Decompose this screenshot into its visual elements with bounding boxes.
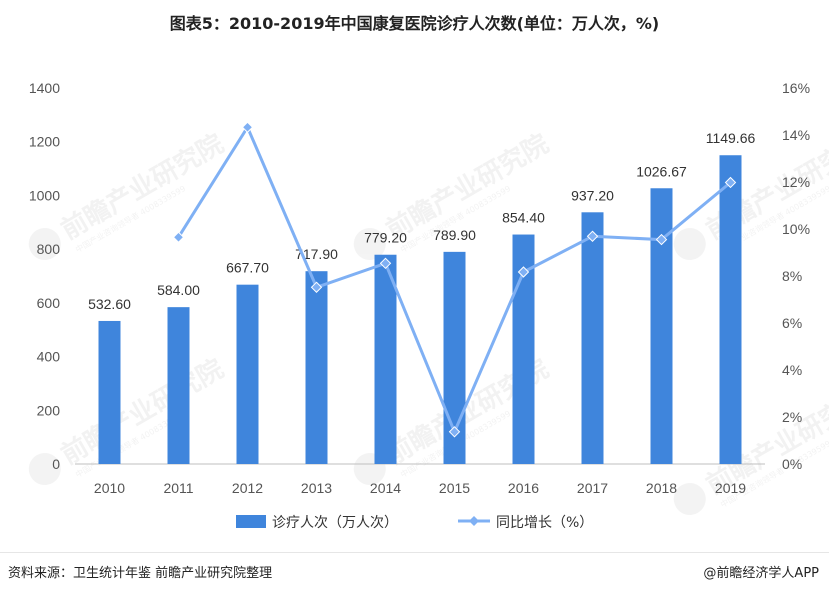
growth-point [379,257,392,270]
growth-point [724,176,737,189]
watermark-logo-icon [673,228,706,260]
bar-value-label: 532.60 [88,296,131,312]
bar [167,307,190,464]
x-tick-label: 2018 [646,480,677,496]
legend-bar-swatch [236,515,266,528]
x-tick-label: 2011 [163,480,193,496]
bar-value-label: 667.70 [226,260,269,276]
x-tick-label: 2015 [439,480,470,496]
bar-value-label: 1149.66 [706,130,756,146]
bar [443,251,466,464]
x-tick-label: 2017 [577,480,608,496]
growth-point [310,281,323,293]
watermark-text: 前瞻产业研究院 [56,128,229,246]
legend-bar-label: 诊疗人次（万人次） [272,515,398,531]
watermark-logo-icon [28,453,61,485]
y-right-tick-label: 4% [782,362,802,378]
y-left-tick-label: 1200 [29,134,60,150]
growth-point [655,233,668,246]
growth-point [448,426,461,438]
y-right-tick-label: 14% [782,127,810,143]
bar [305,271,328,464]
y-left-tick-label: 200 [37,402,61,418]
bar [650,188,673,464]
legend: 诊疗人次（万人次） 同比增长（%） [236,515,593,531]
growth-point [586,230,599,242]
x-tick-label: 2012 [232,480,263,496]
bars-layer: 532.60 584.00 667.70 717.90 779.20 789.90 854.… [88,130,755,464]
line-layer [172,121,737,438]
y-right-tick-label: 16% [782,80,810,96]
chart-title: 图表5：2010-2019年中国康复医院诊疗人次数(单位：万人次，%) [169,14,660,33]
legend-line-marker [469,516,479,526]
watermark-text: 前瞻产业研究院 [56,353,229,471]
axes-layer: 0 200 400 600 800 1000 1200 1400 0% 2% 4% 6% 8% 10% 12… [29,80,810,496]
bar-value-label: 1026.67 [636,163,687,179]
growth-point [172,231,185,243]
footer-divider [0,552,829,553]
y-left-tick-label: 1400 [29,80,60,96]
y-right-tick-label: 10% [782,221,810,237]
y-right-tick-label: 8% [782,268,802,284]
bar [98,320,121,464]
y-right-tick-label: 0% [782,456,802,472]
x-tick-label: 2010 [94,480,125,496]
x-tick-label: 2014 [370,480,401,496]
y-left-tick-label: 1000 [29,187,60,203]
bar-value-label: 717.90 [295,246,338,262]
bar-value-label: 779.20 [364,230,407,246]
source-note: 资料来源：卫生统计年鉴 前瞻产业研究院整理 [8,566,273,581]
watermark-logo-icon [353,228,386,260]
watermark-logo-icon [673,483,706,515]
y-left-tick-label: 800 [37,241,61,257]
y-right-tick-label: 2% [782,409,802,425]
brand-credit: @前瞻经济学人APP [703,566,819,581]
bar [719,155,742,464]
bar-value-label: 854.40 [502,210,545,226]
y-left-tick-label: 0 [52,456,60,472]
legend-line-label: 同比增长（%） [496,515,593,531]
bar-value-label: 584.00 [157,282,200,298]
bar-value-label: 937.20 [571,187,614,203]
y-right-tick-label: 12% [782,174,810,190]
bar [236,284,259,464]
bar-value-label: 789.90 [433,227,476,243]
x-tick-label: 2016 [508,480,539,496]
growth-point [241,121,254,133]
bar [581,212,604,464]
y-left-tick-label: 600 [37,295,61,311]
bar [374,254,397,464]
y-left-tick-label: 400 [37,349,61,365]
watermark-logo-icon [28,228,61,260]
bar [512,234,535,464]
x-tick-label: 2019 [715,480,746,496]
growth-point [517,266,530,278]
x-tick-label: 2013 [301,480,332,496]
y-right-tick-label: 6% [782,315,802,331]
